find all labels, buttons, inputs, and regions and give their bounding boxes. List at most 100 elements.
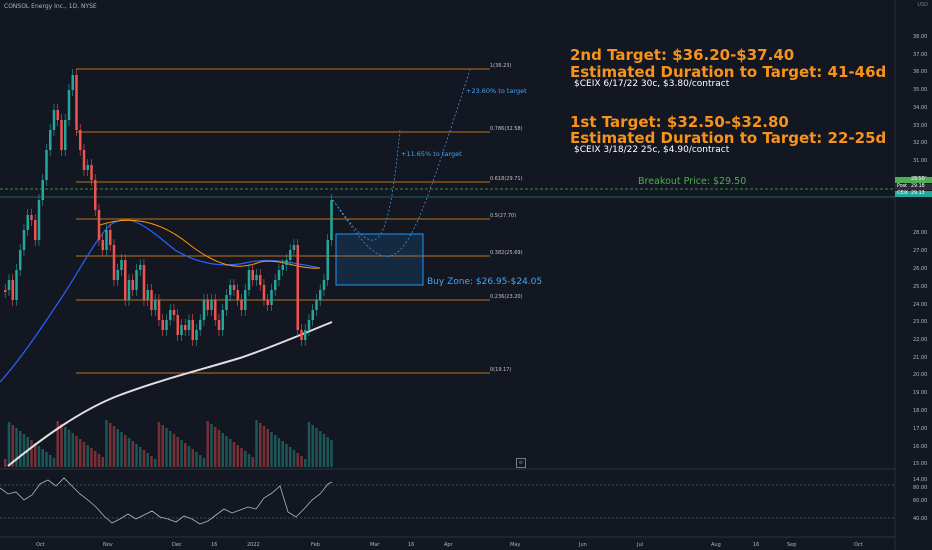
price-tick: 28.00 [913,230,928,236]
volume-bar [142,450,146,467]
candle-body [315,300,318,310]
candle-body [277,270,281,280]
volume-bar [281,441,284,467]
fib-label: 0.786(32.58) [490,126,523,132]
candle-body [195,330,198,340]
volume-bar [157,422,161,467]
candle-body [45,150,48,180]
candle-body [259,275,262,285]
candle-body [289,250,292,260]
candle-body [266,300,269,305]
price-tick: 25.00 [913,284,928,290]
buy-zone-box[interactable] [335,233,424,286]
candle-body [90,165,93,180]
candle-body [135,270,138,290]
volume-bar [120,432,123,467]
currency-label: USD [917,2,928,8]
candle-body [19,250,22,270]
volume-bar [22,434,26,467]
price-tick: 22.00 [913,337,928,343]
volume-bar [255,420,258,467]
volume-bar [319,431,322,467]
candle-body [37,200,41,240]
candle-body [330,200,333,240]
candle-body [7,280,11,290]
candle-body [109,230,112,245]
volume-bar [34,443,37,467]
candle-body [97,210,101,240]
candle-body [82,150,86,170]
ceix-price-tag: CEIX 29.13 [895,191,932,197]
volume-bar [195,452,198,467]
candle-body [281,265,284,270]
volume-bar [330,440,333,467]
first-target-duration: Estimated Duration to Target: 22-25d [570,129,887,147]
osc-tick: 40.00 [913,516,928,522]
candle-body [142,265,146,300]
time-tick: Jul [637,542,644,548]
candle-body [22,230,26,250]
candle-body [270,290,273,305]
volume-bar [101,457,104,467]
volume-bar [221,433,224,467]
volume-bar [135,444,138,467]
price-tick: 34.00 [913,105,928,111]
volume-bar [146,453,149,467]
volume-bars [4,420,333,467]
volume-bar [116,429,119,467]
volume-bar [240,448,243,467]
time-tick: Apr [444,542,453,548]
volume-bar [154,459,157,467]
volume-bar [274,435,277,467]
volume-bar [30,440,33,467]
volume-bar [127,438,131,467]
candle-body [67,90,71,120]
candle-body [199,320,202,330]
candle-body [236,290,239,300]
volume-bar [307,422,311,467]
price-tick: 14.00 [913,477,928,483]
candle-body [112,245,116,280]
candle-body [94,180,97,210]
fibonacci-retracement[interactable] [76,68,490,374]
settings-icon[interactable]: ⚙ [516,458,526,468]
volume-bar [105,420,108,467]
volume-bar [82,442,86,467]
candle-body [202,300,206,320]
candle-body [180,325,183,335]
time-tick: Sep [787,542,797,548]
volume-bar [229,439,232,467]
volume-bar [315,428,318,467]
time-tick: Jun [579,542,587,548]
volume-bar [15,428,18,467]
volume-bar [266,429,269,467]
volume-bar [277,438,281,467]
candle-body [30,215,33,220]
candle-body [131,280,134,290]
price-tick: 16.00 [913,444,928,450]
candle-body [255,275,258,280]
volume-bar [326,437,329,467]
price-tick: 35.00 [913,87,928,93]
volume-bar [206,421,209,467]
volume-bar [112,426,116,467]
ma-orange-line [99,219,321,269]
ma-blue-line [0,219,321,383]
pct-high-note: +23.60% to target [466,87,527,95]
buyzone-label: Buy Zone: $26.95-$24.05 [427,277,543,287]
first-target-option: $CEIX 3/18/22 25c, $4.90/contract [574,145,730,155]
breakout-label: Breakout Price: $29.50 [638,176,747,187]
pct-low-note: +11.65% to target [401,150,462,158]
price-tick: 18.00 [913,408,928,414]
candle-body [34,220,37,240]
candle-body [251,270,254,280]
candle-body [214,300,217,320]
volume-bar [131,441,134,467]
time-tick: 2022 [247,542,260,548]
price-tick: 33.00 [913,123,928,129]
second-target-title: 2nd Target: $36.20-$37.40 [570,46,795,64]
fib-label: 0.618(29.71) [490,176,523,182]
candle-body [184,325,187,330]
candle-body [86,165,89,170]
